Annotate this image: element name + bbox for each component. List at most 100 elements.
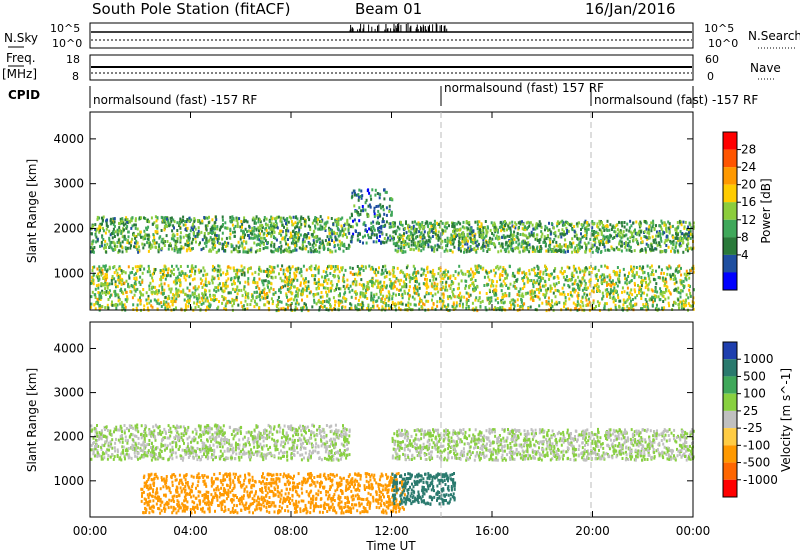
echo-cell: [371, 277, 374, 281]
echo-cell: [170, 237, 173, 241]
echo-cell: [538, 304, 541, 308]
echo-cell: [391, 295, 394, 298]
echo-cell: [646, 293, 649, 297]
echo-cell: [90, 295, 93, 299]
echo-cell: [647, 228, 650, 232]
echo-cell: [146, 302, 149, 306]
echo-cell: [95, 235, 98, 239]
echo-cell: [245, 293, 247, 297]
echo-cell: [517, 226, 520, 230]
echo-cell: [678, 237, 681, 241]
echo-cell: [549, 274, 552, 278]
echo-cell: [509, 226, 512, 230]
echo-cell: [342, 249, 345, 253]
echo-cell: [312, 274, 315, 278]
echo-cell: [328, 239, 331, 243]
echo-cell: [294, 221, 297, 225]
echo-cell: [214, 227, 217, 231]
echo-cell: [129, 290, 132, 293]
echo-cell: [257, 220, 260, 224]
echo-cell: [256, 249, 259, 253]
echo-cell: [530, 230, 533, 234]
echo-cell: [90, 246, 93, 250]
echo-cell: [661, 278, 664, 282]
echo-cell: [451, 224, 454, 228]
echo-cell: [104, 239, 107, 243]
echo-cell: [430, 282, 433, 286]
echo-cell: [385, 190, 388, 194]
echo-cell: [557, 228, 560, 232]
echo-cell: [317, 300, 320, 304]
echo-cell: [692, 225, 695, 229]
echo-cell: [351, 214, 353, 218]
echo-cell: [391, 300, 394, 304]
echo-cell: [579, 305, 582, 309]
echo-cell: [182, 215, 185, 219]
echo-cell: [380, 272, 383, 276]
echo-cell: [423, 295, 426, 299]
echo-cell: [402, 280, 405, 284]
echo-cell: [347, 246, 350, 250]
echo-cell: [279, 276, 282, 280]
echo-cell: [530, 233, 533, 237]
echo-cell: [520, 300, 523, 304]
echo-cell: [351, 225, 354, 229]
echo-cell: [459, 227, 462, 231]
echo-cell: [112, 240, 115, 244]
echo-cell: [238, 217, 241, 221]
echo-cell: [321, 301, 324, 305]
echo-cell: [409, 248, 412, 251]
echo-cell: [507, 224, 510, 228]
echo-cell: [472, 241, 475, 245]
echo-cell: [636, 231, 639, 235]
echo-cell: [333, 289, 336, 293]
echo-cell: [602, 242, 605, 246]
echo-cell: [110, 278, 113, 282]
echo-cell: [217, 237, 220, 241]
echo-cell: [236, 222, 239, 226]
echo-cell: [679, 280, 682, 284]
echo-cell: [326, 242, 329, 246]
echo-cell: [686, 245, 689, 249]
echo-cell: [229, 300, 232, 304]
echo-cell: [134, 241, 136, 245]
echo-cell: [233, 230, 236, 234]
echo-cell: [175, 241, 178, 245]
nsearch-label: N.Search: [748, 29, 800, 43]
echo-cell: [577, 248, 580, 252]
echo-cell: [328, 228, 331, 232]
echo-cell: [256, 237, 259, 241]
echo-cell: [383, 197, 386, 201]
echo-cell: [445, 226, 448, 230]
echo-cell: [290, 241, 293, 245]
echo-cell: [329, 286, 332, 290]
echo-cell: [203, 294, 206, 297]
echo-cell: [461, 240, 464, 244]
echo-cell: [452, 240, 455, 244]
echo-cell: [323, 227, 326, 230]
echo-cell: [655, 295, 658, 299]
echo-cell: [452, 288, 455, 292]
echo-cell: [321, 300, 324, 304]
echo-cell: [392, 242, 395, 246]
echo-cell: [569, 223, 572, 227]
echo-cell: [428, 235, 431, 239]
echo-cell: [131, 267, 134, 271]
echo-cell: [346, 218, 349, 222]
echo-cell: [374, 193, 377, 197]
echo-cell: [117, 299, 120, 303]
echo-cell: [192, 233, 195, 237]
echo-cell: [476, 266, 479, 270]
echo-cell: [347, 228, 350, 232]
echo-cell: [592, 299, 595, 303]
echo-cell: [341, 268, 343, 272]
echo-cell: [630, 307, 633, 311]
echo-cell: [224, 304, 227, 308]
echo-cell: [590, 221, 593, 225]
echo-cell: [161, 238, 164, 241]
echo-cell: [453, 225, 456, 229]
echo-cell: [147, 264, 150, 268]
echo-cell: [434, 226, 437, 230]
echo-cell: [420, 273, 423, 277]
echo-cell: [134, 223, 137, 227]
